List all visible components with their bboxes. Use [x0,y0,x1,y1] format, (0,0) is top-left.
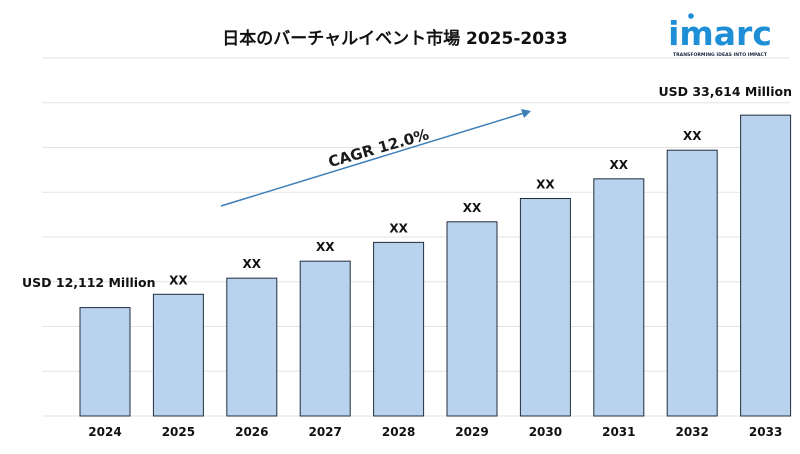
x-tick-2024: 2024 [88,425,121,439]
bar-2030 [519,198,571,417]
logo-tagline: TRANSFORMING IDEAS INTO IMPACT [673,52,768,58]
data-labels: USD 12,112 Million XX XX XX XX XX XX XX XX USD 33… [22,84,792,290]
data-label-2024: USD 12,112 Million [22,275,156,290]
logo-wordmark: imarc [668,14,772,53]
bar-2032 [666,149,718,417]
x-tick-2026: 2026 [235,425,268,439]
x-tick-2032: 2032 [675,425,708,439]
x-tick-2025: 2025 [162,425,195,439]
data-label-2029: XX [463,201,482,215]
data-label-2031: XX [610,158,629,172]
data-label-2033: USD 33,614 Million [658,84,792,99]
cagr-arrow-head-icon [521,109,531,118]
bar-2027 [299,260,351,417]
x-tick-2030: 2030 [529,425,562,439]
data-label-2028: XX [389,221,408,235]
data-label-2026: XX [243,257,262,271]
x-tick-2029: 2029 [455,425,488,439]
data-label-2027: XX [316,240,335,254]
data-label-2025: XX [169,273,188,287]
data-label-2032: XX [683,129,702,143]
bars [79,114,792,417]
bar-2033 [740,114,792,417]
cagr-annotation: CAGR 12.0% [220,109,531,207]
bar-2025 [152,293,204,417]
bar-2031 [593,178,645,417]
cagr-arrow [220,112,525,207]
x-axis-tick-labels: 2024 2025 2026 2027 2028 2029 2030 2031 2032 2033 [88,425,782,439]
bar-2028 [373,241,425,417]
x-tick-2031: 2031 [602,425,635,439]
cagr-label: CAGR 12.0% [326,125,431,171]
x-tick-2028: 2028 [382,425,415,439]
chart-title: 日本のバーチャルイベント市場 2025-2033 [222,28,567,49]
bar-2029 [446,221,498,417]
x-tick-2027: 2027 [308,425,341,439]
data-label-2030: XX [536,178,555,192]
x-tick-2033: 2033 [749,425,782,439]
bar-2024 [79,307,131,417]
imarc-logo: imarc TRANSFORMING IDEAS INTO IMPACT [668,13,772,58]
logo-dot-icon [688,13,694,19]
bar-2026 [226,277,278,417]
